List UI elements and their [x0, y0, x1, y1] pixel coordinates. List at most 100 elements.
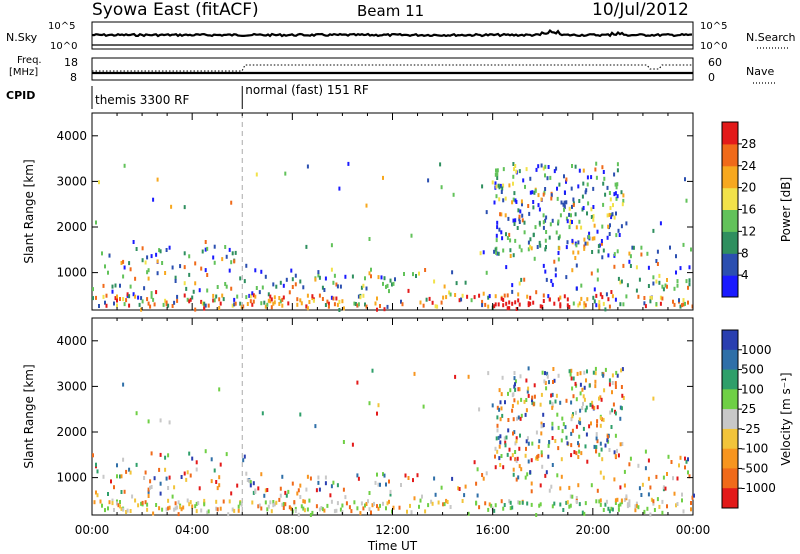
power-cell [643, 296, 646, 300]
power-colorbar-label: 20 [741, 181, 756, 195]
velocity-cell [113, 485, 115, 490]
power-cell [364, 302, 366, 307]
power-cell [595, 293, 598, 298]
velocity-cell [389, 489, 392, 494]
power-cell [206, 288, 209, 293]
power-cell [391, 282, 393, 287]
power-cell [622, 193, 625, 198]
power-cell [582, 181, 585, 186]
velocity-cell [302, 499, 305, 504]
velocity-cell [583, 385, 586, 390]
velocity-cell [562, 508, 565, 512]
velocity-cell [596, 419, 599, 424]
velocity-cell [611, 373, 614, 378]
power-cell [562, 202, 565, 207]
velocity-cell [188, 451, 191, 456]
velocity-cell [508, 447, 511, 452]
velocity-cell [565, 435, 568, 440]
power-cell [312, 298, 315, 303]
power-cell [128, 303, 131, 308]
velocity-cell [131, 494, 134, 499]
power-cell [640, 245, 643, 250]
velocity-cell [514, 382, 516, 387]
velocity-cell [578, 449, 581, 454]
power-cell [655, 302, 658, 306]
power-cell [294, 282, 297, 287]
velocity-cell [108, 500, 111, 505]
velocity-cell [524, 412, 527, 417]
velocity-cell [92, 453, 94, 458]
power-cell [570, 186, 573, 191]
power-cell [385, 284, 387, 289]
velocity-cell [599, 416, 602, 421]
power-cell [508, 300, 511, 305]
power-cell [610, 290, 613, 294]
velocity-cell [434, 492, 437, 497]
velocity-cell [309, 476, 312, 481]
power-cell [625, 294, 628, 299]
power-cell [577, 250, 580, 255]
velocity-cell [527, 441, 530, 446]
power-cell [640, 252, 643, 257]
nsky-tick-bottom: 10^0 [50, 41, 77, 52]
power-cell [502, 167, 505, 172]
power-cell [161, 261, 164, 265]
velocity-cell [561, 416, 564, 421]
power-cell [500, 230, 503, 235]
velocity-cell [110, 479, 112, 484]
velocity-cell [568, 485, 571, 490]
power-cell [496, 168, 499, 173]
power-cell [520, 199, 523, 204]
power-cell [499, 212, 502, 217]
velocity-cell [146, 507, 149, 512]
velocity-cell [360, 501, 363, 506]
power-cell [495, 168, 497, 173]
power-cell [251, 302, 254, 307]
velocity-cell [517, 475, 520, 480]
power-cell [494, 172, 497, 177]
velocity-cell [379, 503, 381, 508]
power-cell [171, 304, 174, 308]
power-cell [621, 202, 624, 207]
power-cell [357, 302, 360, 307]
velocity-cell [570, 368, 573, 373]
power-cell [143, 286, 146, 291]
velocity-cell [579, 391, 582, 396]
velocity-cell [342, 440, 345, 444]
velocity-cell [570, 400, 573, 405]
velocity-cell [628, 499, 631, 504]
velocity-cell [661, 510, 664, 515]
power-cell [615, 211, 617, 216]
power-cell [95, 295, 97, 300]
velocity-cell [531, 398, 533, 403]
velocity-cell [532, 402, 535, 407]
power-cell [532, 200, 535, 204]
velocity-cell [326, 503, 329, 508]
velocity-cell [599, 441, 602, 446]
power-cell [597, 249, 600, 254]
power-cell [647, 284, 650, 288]
power-cell [327, 304, 330, 309]
power-cell [652, 228, 655, 233]
velocity-cell [484, 501, 487, 506]
power-cell [481, 299, 484, 304]
velocity-cell [514, 387, 517, 392]
power-cell [299, 279, 302, 284]
nave-label: Nave [746, 65, 774, 78]
power-cell [537, 203, 540, 208]
power-cell [473, 295, 476, 300]
power-cell [601, 165, 604, 170]
velocity-cell [406, 509, 408, 514]
velocity-cell [336, 483, 339, 488]
power-cell [563, 174, 565, 179]
power-cell [215, 294, 218, 299]
velocity-cell [611, 408, 614, 413]
velocity-cell [494, 454, 496, 459]
velocity-cell [400, 483, 402, 487]
power-cell [590, 271, 593, 276]
power-cell [629, 264, 632, 268]
velocity-cell [619, 502, 622, 507]
velocity-cell [524, 475, 527, 480]
power-cell [317, 270, 320, 275]
velocity-cell [383, 473, 386, 478]
